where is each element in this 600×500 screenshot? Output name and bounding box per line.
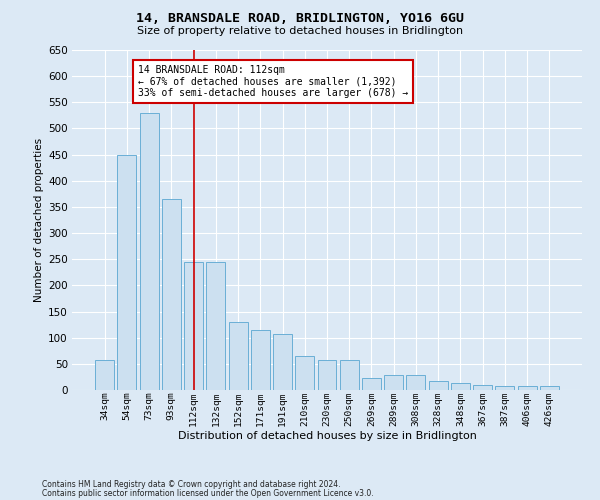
Bar <box>340 360 359 390</box>
Bar <box>140 113 158 390</box>
Bar <box>496 386 514 390</box>
Bar <box>206 262 225 390</box>
Bar <box>540 386 559 390</box>
Bar <box>295 356 314 390</box>
Bar <box>362 378 381 390</box>
Text: 14, BRANSDALE ROAD, BRIDLINGTON, YO16 6GU: 14, BRANSDALE ROAD, BRIDLINGTON, YO16 6G… <box>136 12 464 26</box>
Bar <box>317 360 337 390</box>
Bar <box>118 154 136 390</box>
Bar <box>184 262 203 390</box>
Text: 14 BRANSDALE ROAD: 112sqm
← 67% of detached houses are smaller (1,392)
33% of se: 14 BRANSDALE ROAD: 112sqm ← 67% of detac… <box>139 66 409 98</box>
Bar <box>473 385 492 390</box>
Bar <box>518 386 536 390</box>
Bar <box>251 330 270 390</box>
Bar <box>229 322 248 390</box>
Bar <box>95 360 114 390</box>
Bar <box>384 376 403 390</box>
Bar <box>273 334 292 390</box>
Bar <box>406 376 425 390</box>
Text: Contains HM Land Registry data © Crown copyright and database right 2024.: Contains HM Land Registry data © Crown c… <box>42 480 341 489</box>
Bar <box>451 383 470 390</box>
Text: Size of property relative to detached houses in Bridlington: Size of property relative to detached ho… <box>137 26 463 36</box>
Text: Contains public sector information licensed under the Open Government Licence v3: Contains public sector information licen… <box>42 490 374 498</box>
X-axis label: Distribution of detached houses by size in Bridlington: Distribution of detached houses by size … <box>178 432 476 442</box>
Bar <box>429 380 448 390</box>
Y-axis label: Number of detached properties: Number of detached properties <box>34 138 44 302</box>
Bar <box>162 199 181 390</box>
